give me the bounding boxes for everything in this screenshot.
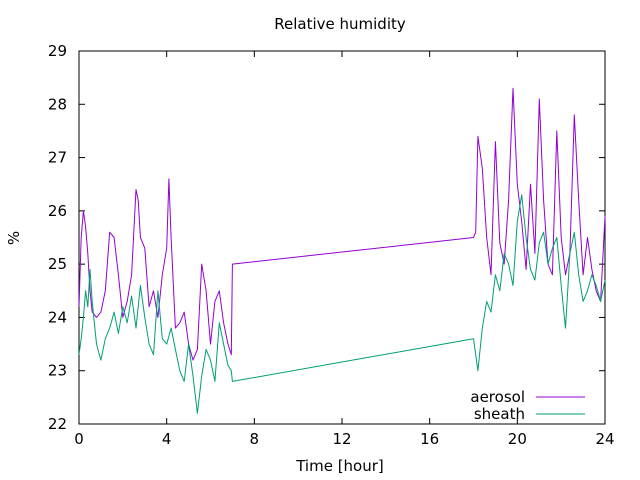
y-tick-label: 28 [48,95,67,113]
series-line-sheath [78,194,606,414]
y-tick-label: 22 [48,415,67,433]
y-tick-label: 26 [48,202,67,220]
series-line-aerosol [78,87,606,361]
x-tick-label: 20 [508,430,527,448]
x-tick-label: 16 [420,430,439,448]
chart-title: Relative humidity [274,15,406,33]
y-tick-label: 23 [48,362,67,380]
x-tick-label: 0 [74,430,84,448]
y-tick-label: 25 [48,255,67,273]
x-tick-label: 8 [250,430,260,448]
x-tick-label: 24 [595,430,614,448]
y-axis: 22 23 24 25 26 27 28 29 [48,42,605,433]
legend-label-sheath: sheath [474,405,525,423]
x-axis: 0 4 8 12 16 20 24 [74,51,615,448]
y-tick-label: 24 [48,308,67,326]
x-tick-label: 12 [332,430,351,448]
legend-label-aerosol: aerosol [470,388,525,406]
y-tick-label: 27 [48,149,67,167]
series-layer [78,87,606,414]
x-axis-label: Time [hour] [295,457,384,475]
y-tick-label: 29 [48,42,67,60]
y-axis-label: % [5,231,23,245]
x-tick-label: 4 [162,430,172,448]
